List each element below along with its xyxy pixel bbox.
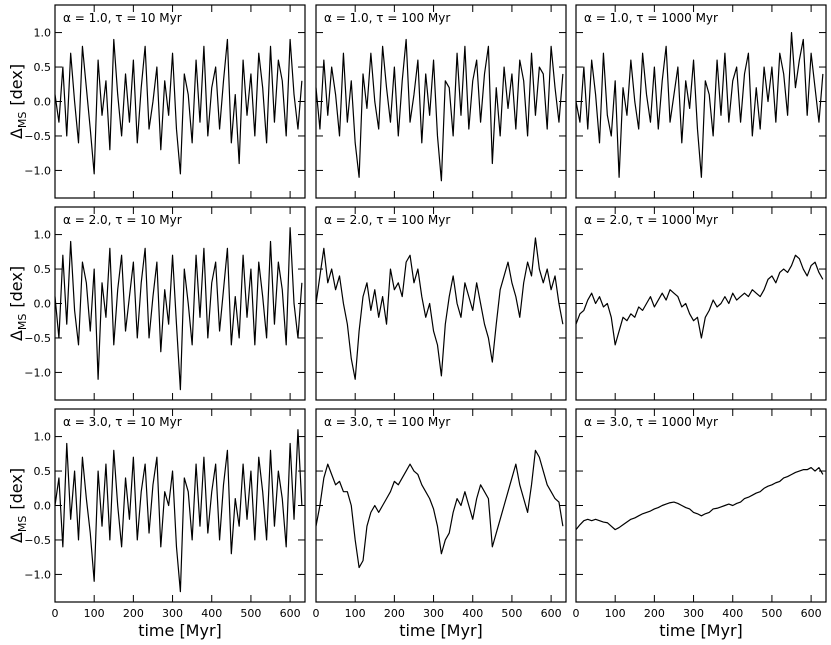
x-tick-label: 300 bbox=[162, 607, 183, 620]
panel-annotation: α = 2.0, τ = 1000 Myr bbox=[584, 213, 718, 227]
x-tick-label: 100 bbox=[345, 607, 366, 620]
panel-frame bbox=[315, 4, 567, 199]
panel-annotation: α = 3.0, τ = 100 Myr bbox=[324, 415, 450, 429]
y-axis-label: ΔMS [dex] bbox=[7, 266, 29, 341]
x-axis-label: time [Myr] bbox=[659, 621, 743, 640]
x-tick-label: 0 bbox=[52, 607, 59, 620]
y-tick-label: 0.5 bbox=[34, 465, 52, 478]
data-line bbox=[54, 227, 303, 391]
x-tick-label: 0 bbox=[313, 607, 320, 620]
panel-annotation: α = 3.0, τ = 1000 Myr bbox=[584, 415, 718, 429]
x-tick-label: 0 bbox=[573, 607, 580, 620]
data-line bbox=[315, 38, 564, 182]
panel-annotation: α = 1.0, τ = 100 Myr bbox=[324, 11, 450, 25]
y-tick-label: −0.5 bbox=[24, 332, 51, 345]
x-tick-label: 200 bbox=[123, 607, 144, 620]
y-label-subscript: MS bbox=[16, 516, 29, 532]
panel-frame bbox=[575, 408, 827, 603]
panel-frame bbox=[54, 408, 306, 603]
y-axis-label: ΔMS [dex] bbox=[7, 468, 29, 543]
y-label-symbol: Δ bbox=[7, 330, 26, 341]
y-label-unit: [dex] bbox=[7, 468, 26, 510]
y-tick-label: 1.0 bbox=[34, 229, 52, 242]
data-line bbox=[54, 38, 303, 175]
panel-frame bbox=[315, 206, 567, 401]
x-tick-label: 600 bbox=[280, 607, 301, 620]
x-tick-label: 100 bbox=[605, 607, 626, 620]
panel-annotation: α = 3.0, τ = 10 Myr bbox=[63, 415, 182, 429]
x-tick-label: 600 bbox=[541, 607, 562, 620]
data-line bbox=[575, 466, 824, 531]
panel-annotation: α = 2.0, τ = 100 Myr bbox=[324, 213, 450, 227]
panel-annotation: α = 1.0, τ = 1000 Myr bbox=[584, 11, 718, 25]
x-tick-label: 400 bbox=[722, 607, 743, 620]
data-line bbox=[315, 237, 564, 380]
y-tick-label: 0.5 bbox=[34, 263, 52, 276]
panel-frame bbox=[575, 206, 827, 401]
y-tick-label: 1.0 bbox=[34, 431, 52, 444]
y-tick-label: 0.0 bbox=[34, 500, 52, 513]
panel-annotation: α = 1.0, τ = 10 Myr bbox=[63, 11, 182, 25]
x-tick-label: 300 bbox=[423, 607, 444, 620]
y-tick-label: 1.0 bbox=[34, 27, 52, 40]
y-label-symbol: Δ bbox=[7, 532, 26, 543]
y-tick-label: −0.5 bbox=[24, 534, 51, 547]
x-tick-label: 200 bbox=[384, 607, 405, 620]
x-tick-label: 500 bbox=[501, 607, 522, 620]
y-label-unit: [dex] bbox=[7, 266, 26, 308]
data-line bbox=[575, 254, 824, 346]
x-tick-label: 500 bbox=[240, 607, 261, 620]
x-axis-label: time [Myr] bbox=[138, 621, 222, 640]
data-line bbox=[315, 449, 564, 569]
y-label-unit: [dex] bbox=[7, 64, 26, 106]
x-tick-label: 600 bbox=[801, 607, 822, 620]
x-tick-label: 100 bbox=[84, 607, 105, 620]
x-tick-label: 500 bbox=[761, 607, 782, 620]
panel-annotation: α = 2.0, τ = 10 Myr bbox=[63, 213, 182, 227]
x-tick-label: 400 bbox=[201, 607, 222, 620]
data-line bbox=[575, 31, 824, 178]
data-line bbox=[54, 429, 303, 593]
y-tick-label: −1.0 bbox=[24, 164, 51, 177]
y-tick-label: −0.5 bbox=[24, 130, 51, 143]
y-tick-label: 0.5 bbox=[34, 61, 52, 74]
y-tick-label: 0.0 bbox=[34, 298, 52, 311]
x-axis-label: time [Myr] bbox=[399, 621, 483, 640]
x-tick-label: 200 bbox=[644, 607, 665, 620]
y-tick-label: −1.0 bbox=[24, 568, 51, 581]
y-axis-label: ΔMS [dex] bbox=[7, 64, 29, 139]
y-label-subscript: MS bbox=[16, 112, 29, 128]
y-label-subscript: MS bbox=[16, 314, 29, 330]
y-tick-label: −1.0 bbox=[24, 366, 51, 379]
x-tick-label: 400 bbox=[462, 607, 483, 620]
x-tick-label: 300 bbox=[683, 607, 704, 620]
y-tick-label: 0.0 bbox=[34, 96, 52, 109]
y-label-symbol: Δ bbox=[7, 128, 26, 139]
